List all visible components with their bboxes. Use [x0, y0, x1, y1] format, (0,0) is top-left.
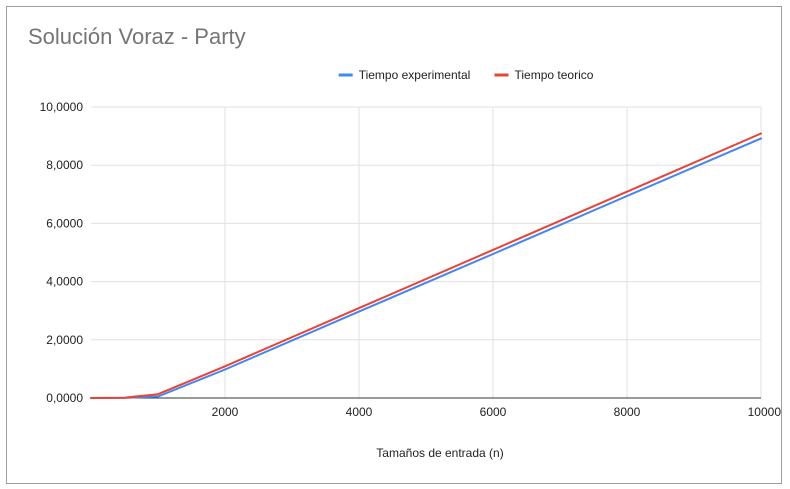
- x-tick-labels: 2000 4000 6000 8000 10000: [212, 405, 782, 419]
- y-tick-label: 10,0000: [40, 100, 84, 114]
- x-tick-label: 10000: [748, 405, 782, 419]
- series-line-tiempo-teorico[interactable]: [90, 132, 762, 399]
- y-tick-label: 4,0000: [46, 275, 83, 289]
- x-tick-label: 8000: [614, 405, 641, 419]
- chart-container[interactable]: [6, 6, 782, 484]
- x-tick-label: 6000: [480, 405, 507, 419]
- x-tick-label: 2000: [212, 405, 239, 419]
- chart-title: Solución Voraz - Party: [28, 24, 246, 49]
- y-tick-label: 2,0000: [46, 333, 83, 347]
- legend: Tiempo experimental Tiempo teorico: [338, 68, 594, 82]
- legend-label: Tiempo experimental: [359, 68, 471, 82]
- y-tick-label: 0,0000: [46, 391, 83, 405]
- legend-label: Tiempo teorico: [515, 68, 594, 82]
- x-axis-title: Tamaños de entrada (n): [376, 446, 503, 460]
- x-tick-label: 4000: [346, 405, 373, 419]
- y-tick-label: 8,0000: [46, 158, 83, 172]
- y-tick-label: 6,0000: [46, 216, 83, 230]
- series-lines: [90, 132, 762, 399]
- y-tick-labels: 0,0000 2,0000 4,0000 6,0000 8,0000 10,0000: [40, 100, 84, 405]
- grid-lines: [91, 106, 762, 398]
